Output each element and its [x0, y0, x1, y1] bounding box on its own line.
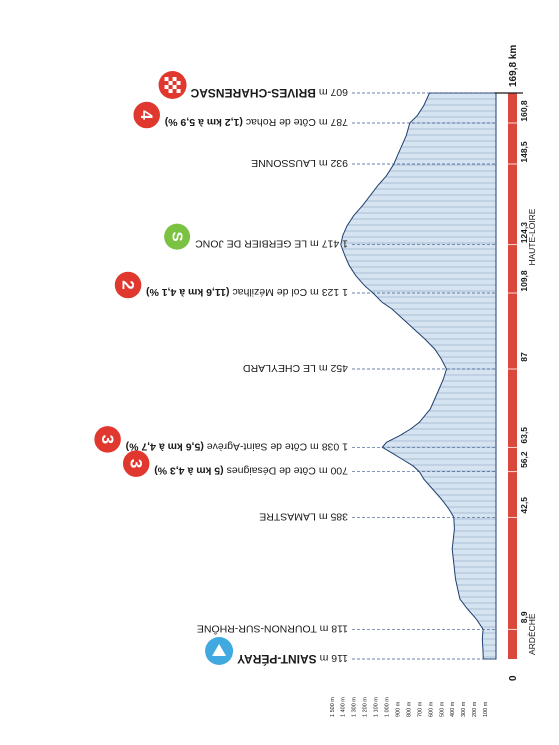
checker-square: [176, 89, 181, 93]
distance-marker-label: 42,5: [519, 497, 529, 514]
elevation-tick-label: 1 500 m: [330, 697, 336, 717]
waypoint-name: LE GERBIER DE JONC: [195, 238, 307, 250]
waypoint-name: LE CHEYLARD: [243, 362, 316, 374]
checker-square: [168, 89, 173, 93]
waypoint-label: 1 038 m Côte de Saint-Agrève (5,6 km à 4…: [126, 440, 348, 452]
distance-marker-label: 109,8: [519, 270, 529, 292]
waypoint-climb-detail: (5 km à 4,3 %): [154, 465, 226, 477]
elevation-tick-label: 200 m: [472, 701, 478, 717]
kom-badge: 3: [121, 448, 151, 479]
distance-marker-label: 8,9: [519, 611, 529, 623]
elevation-tick-label: 1 000 m: [385, 697, 391, 717]
kom-badge: 3: [92, 424, 123, 455]
start-badge: [205, 637, 234, 665]
elevation-tick-label: 100 m: [483, 701, 489, 717]
checker-square: [176, 81, 181, 85]
climb-category-number: 4: [137, 110, 156, 120]
waypoint-elevation: 118 m: [317, 622, 348, 634]
start-triangle-icon: [212, 644, 227, 656]
elevation-tick-label: 1 300 m: [352, 697, 358, 717]
kom-badge: 4: [131, 100, 162, 130]
waypoint-label: 932 m LAUSSONNE: [251, 157, 348, 169]
waypoint-elevation: 607 m: [316, 86, 348, 98]
waypoint-elevation: 116 m: [317, 652, 348, 664]
waypoint-name: TOURNON-SUR-RHÔNE: [197, 622, 317, 635]
waypoint-name: LAMASTRE: [259, 510, 316, 522]
elevation-tick-label: 1 400 m: [341, 697, 347, 717]
profile-area: [340, 93, 496, 659]
waypoint-elevation: 700 m: [316, 465, 348, 477]
climb-category-icon: [92, 424, 123, 455]
distance-marker-label: 63,5: [519, 427, 529, 444]
waypoint-climb-detail: (11,6 km à 4,1 %): [146, 286, 232, 298]
waypoint-climb-detail: (5,6 km à 4,7 %): [126, 440, 207, 452]
elevation-tick-label: 400 m: [450, 701, 456, 717]
waypoint-name: Côte de Désaignes: [227, 465, 316, 477]
elevation-tick-label: 600 m: [428, 701, 434, 717]
waypoint-name: BRIVES-CHARENSAC: [190, 86, 316, 100]
zero-label: 0: [508, 675, 519, 681]
elevation-tick-label: 1 100 m: [374, 697, 380, 717]
waypoint-label: 118 m TOURNON-SUR-RHÔNE: [197, 622, 348, 635]
climb-category-icon: [131, 100, 162, 130]
climb-category-number: 3: [98, 435, 117, 444]
waypoint-name: SAINT-PÉRAY: [237, 652, 317, 667]
region-label: ARDÈCHE: [527, 613, 537, 655]
checker-square: [168, 81, 173, 85]
sprint-icon: [164, 223, 191, 250]
waypoint-label: 700 m Côte de Désaignes (5 km à 4,3 %): [154, 465, 348, 477]
waypoint-name: LAUSSONNE: [251, 157, 316, 169]
climb-category-icon: [121, 448, 151, 479]
finish-badge: [158, 71, 187, 99]
sprint-badge: S: [164, 223, 191, 250]
waypoint-elevation: 1 123 m: [307, 286, 348, 298]
profile-outline: [340, 92, 497, 660]
waypoint-name: Côte de Rohac: [246, 116, 316, 128]
distance-marker-label: 160,8: [519, 100, 529, 122]
waypoint-name: Col de Mézilhac: [232, 286, 307, 298]
waypoint-elevation: 1 417 m: [307, 238, 348, 250]
waypoint-label: 385 m LAMASTRE: [259, 510, 348, 522]
distance-marker-label: 56,2: [519, 451, 529, 468]
waypoint-label: 116 m SAINT-PÉRAY: [237, 652, 348, 667]
waypoint-name: Côte de Saint-Agrève: [207, 440, 308, 452]
elevation-tick-label: 300 m: [461, 701, 467, 717]
waypoint-elevation: 385 m: [316, 510, 348, 522]
total-distance-label: 169,8 km: [508, 45, 519, 87]
climb-category-number: 2: [119, 280, 138, 289]
checker-square: [164, 77, 169, 81]
elevation-tick-label: 900 m: [395, 701, 401, 717]
elevation-tick-label: 800 m: [406, 701, 412, 717]
checker-square: [172, 85, 177, 89]
region-label: HAUTE-LOIRE: [527, 208, 537, 265]
climb-category-number: 3: [127, 459, 146, 468]
waypoint-label: 1 123 m Col de Mézilhac (11,6 km à 4,1 %…: [146, 286, 348, 298]
waypoint-label: 1 417 m LE GERBIER DE JONC: [195, 238, 348, 250]
waypoint-label: 607 m BRIVES-CHARENSAC: [190, 86, 348, 100]
elevation-tick-label: 700 m: [417, 701, 423, 717]
waypoint-elevation: 1 038 m: [307, 440, 348, 452]
distance-marker-label: 87: [519, 352, 529, 362]
distance-axis-bar: [508, 93, 517, 659]
waypoint-climb-detail: (1,2 km à 5,9 %): [165, 116, 246, 128]
waypoint-label: 787 m Côte de Rohac (1,2 km à 5,9 %): [165, 116, 348, 128]
elevation-tick-label: 500 m: [439, 701, 445, 717]
waypoint-elevation: 452 m: [316, 362, 348, 374]
checker-square: [164, 85, 169, 89]
checker-square: [172, 77, 177, 81]
waypoint-label: 452 m LE CHEYLARD: [243, 362, 348, 374]
waypoint-elevation: 787 m: [316, 116, 348, 128]
kom-badge: 2: [113, 270, 143, 300]
climb-category-icon: [113, 270, 143, 300]
distance-marker-label: 124,3: [519, 222, 529, 244]
waypoint-elevation: 932 m: [316, 157, 348, 169]
sprint-letter: S: [169, 232, 186, 242]
elevation-tick-label: 1 200 m: [363, 697, 369, 717]
distance-marker-label: 148,5: [519, 141, 529, 163]
